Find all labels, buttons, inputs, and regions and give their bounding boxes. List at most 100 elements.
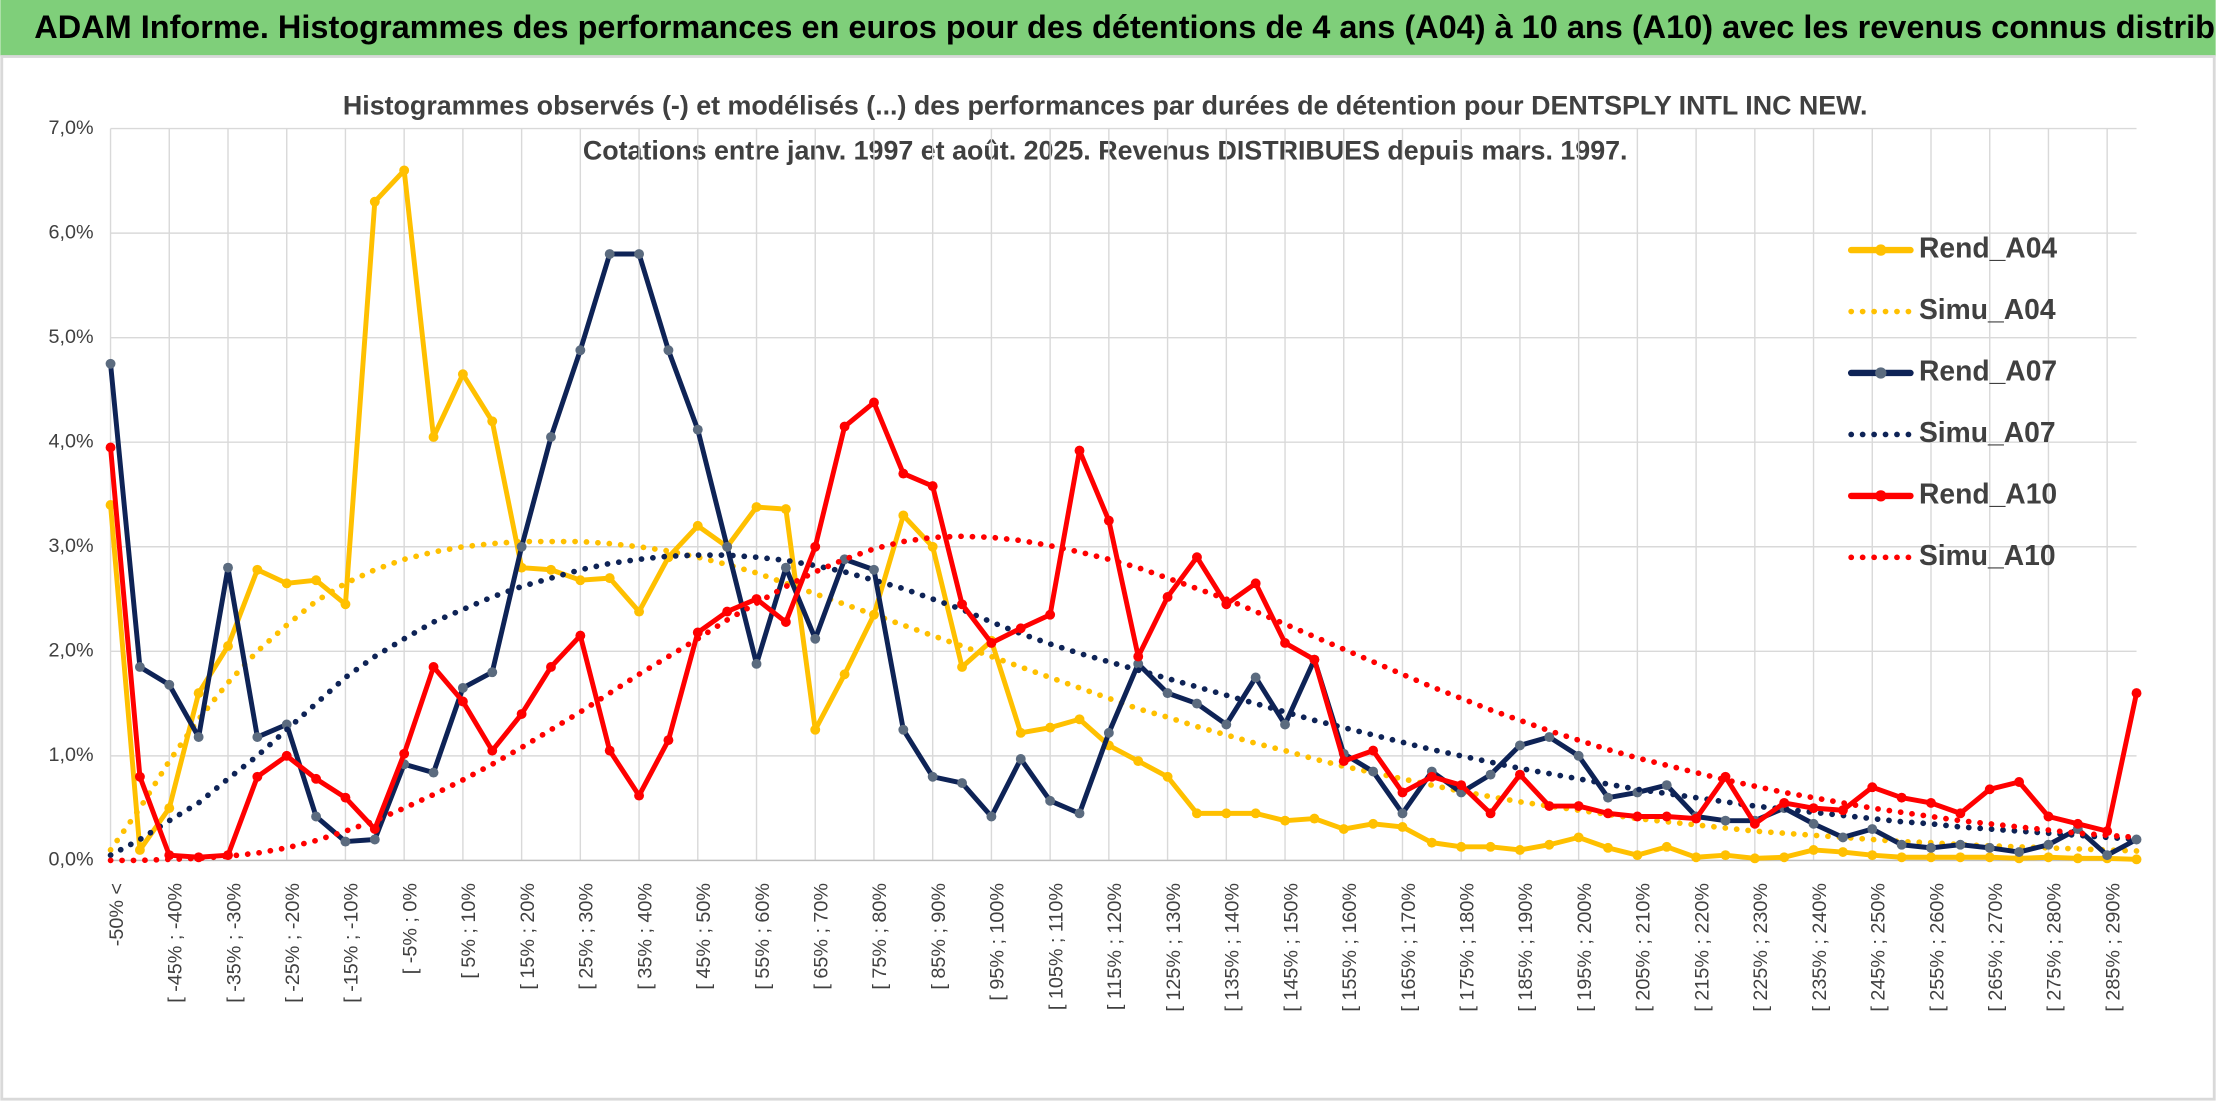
legend-marker: [1875, 490, 1887, 502]
data-point: [487, 416, 498, 427]
data-point: [516, 541, 527, 552]
data-point: [575, 630, 586, 641]
x-tick-label: [ 235% ; 240%: [1809, 883, 1831, 1012]
data-point: [869, 564, 879, 575]
data-point: [281, 578, 292, 589]
x-tick-label: [ 45% ; 50%: [693, 883, 715, 990]
x-tick-label: [ 195% ; 200%: [1574, 883, 1596, 1012]
data-point: [692, 520, 703, 531]
data-point: [311, 575, 322, 586]
legend: Rend_A04 Simu_A04 Rend_A07 Simu_A07 Rend_A10…: [1847, 232, 2057, 571]
data-point: [1544, 801, 1555, 811]
data-point: [1808, 818, 1819, 829]
data-point: [1456, 841, 1467, 852]
data-point: [1280, 719, 1290, 730]
data-point: [1015, 727, 1026, 738]
data-point: [1955, 808, 1966, 819]
data-point: [869, 397, 879, 408]
x-tick-label: [ 25% ; 30%: [576, 883, 598, 990]
data-point: [1720, 850, 1731, 861]
data-point: [1280, 815, 1290, 826]
data-point: [1103, 727, 1114, 738]
x-tick-label: [ 275% ; 280%: [2044, 883, 2066, 1012]
data-point: [1837, 832, 1848, 843]
data-point: [1015, 623, 1026, 634]
data-point: [1779, 852, 1790, 863]
data-point: [1250, 578, 1261, 589]
data-point: [1397, 808, 1408, 819]
data-point: [2043, 811, 2054, 822]
data-point: [2043, 852, 2054, 863]
data-point: [2131, 834, 2142, 845]
legend-label: Rend_A04: [1919, 232, 2057, 264]
data-point: [1309, 813, 1320, 824]
data-point: [1162, 771, 1173, 782]
data-point: [634, 790, 645, 801]
data-point: [2014, 847, 2025, 857]
data-point: [810, 541, 821, 552]
data-point: [986, 638, 997, 648]
header-bar: [0, 0, 2216, 57]
x-tick-label: -50% <: [106, 883, 128, 946]
data-point: [692, 627, 703, 638]
data-point: [1192, 552, 1202, 563]
data-point: [927, 481, 938, 492]
grid: 0,0% 1,0% 2,0% 3,0% 4,0% 5,0% 6,0% 7,0% -50% < [ …: [49, 117, 2137, 1012]
data-point: [1661, 811, 1672, 822]
data-point: [692, 424, 703, 435]
data-point: [1133, 756, 1144, 767]
data-point: [898, 510, 909, 521]
data-point: [457, 682, 468, 693]
data-point: [1514, 740, 1525, 751]
legend-label: Simu_A07: [1919, 416, 2056, 448]
data-point: [2131, 688, 2142, 699]
legend-label: Simu_A10: [1919, 539, 2056, 571]
x-tick-label: [ 205% ; 210%: [1633, 883, 1655, 1012]
x-tick-label: [ 5% ; 10%: [458, 883, 480, 979]
data-point: [223, 641, 233, 652]
data-point: [957, 778, 967, 788]
data-point: [2043, 839, 2054, 850]
data-point: [1661, 841, 1672, 852]
data-point: [663, 735, 674, 746]
x-tick-label: [ 75% ; 80%: [869, 883, 891, 990]
data-point: [1573, 801, 1584, 811]
legend-label: Rend_A10: [1919, 477, 2057, 509]
data-point: [340, 599, 351, 610]
data-point: [223, 562, 233, 573]
x-tick-label: [ 105% ; 110%: [1045, 883, 1067, 1010]
data-point: [340, 792, 351, 803]
data-point: [1955, 839, 1966, 850]
y-tick-label: 5,0%: [49, 326, 94, 348]
data-point: [1426, 837, 1437, 848]
data-point: [1896, 852, 1907, 863]
series-line: [108, 251, 2140, 858]
data-point: [428, 662, 439, 672]
data-point: [1984, 784, 1995, 795]
x-tick-label: [ 215% ; 220%: [1691, 883, 1713, 1012]
data-point: [751, 658, 762, 669]
data-point: [927, 541, 938, 552]
page-title: ADAM Informe. Histogrammes des performan…: [34, 9, 2216, 45]
y-tick-label: 6,0%: [49, 221, 94, 243]
x-tick-label: [ -35% ; -30%: [223, 883, 245, 1003]
data-point: [1485, 808, 1496, 819]
data-point: [2131, 854, 2142, 865]
data-point: [369, 824, 380, 834]
data-point: [1133, 658, 1144, 669]
data-point: [1896, 839, 1907, 850]
data-point: [281, 719, 292, 730]
data-point: [780, 504, 791, 515]
plot: [105, 165, 2142, 865]
x-tick-label: [ 35% ; 40%: [634, 883, 656, 990]
data-point: [839, 421, 850, 432]
data-point: [399, 165, 410, 176]
data-point: [1867, 782, 1878, 793]
data-point: [1250, 808, 1261, 819]
data-point: [1691, 852, 1702, 863]
data-point: [1338, 756, 1349, 767]
data-point: [1045, 722, 1056, 733]
data-point: [1632, 811, 1643, 822]
